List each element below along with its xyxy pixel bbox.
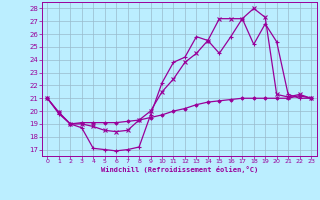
X-axis label: Windchill (Refroidissement éolien,°C): Windchill (Refroidissement éolien,°C) — [100, 166, 258, 173]
